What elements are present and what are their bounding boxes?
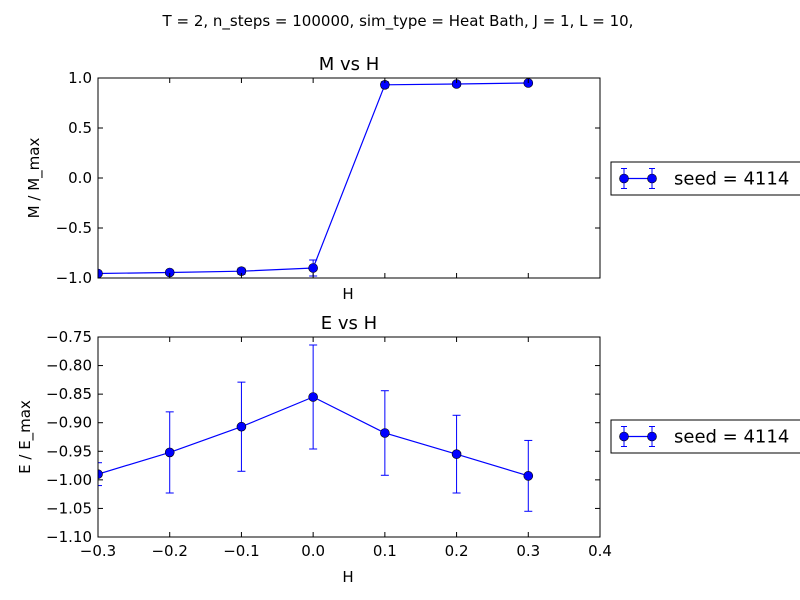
figure-suptitle: T = 2, n_steps = 100000, sim_type = Heat…	[162, 12, 634, 31]
y-tick-label: −0.80	[46, 357, 92, 375]
legend-label: seed = 4114	[674, 427, 789, 448]
x-tick-label: 0.0	[301, 542, 325, 560]
x-tick-label: 0.4	[588, 542, 612, 560]
x-tick-label: −0.3	[80, 542, 116, 560]
y-tick-label: −0.75	[46, 328, 92, 346]
data-point	[98, 469, 103, 479]
x-tick-label: 0.2	[445, 542, 469, 560]
x-tick-label: 0.1	[373, 542, 397, 560]
legend-marker	[619, 431, 629, 442]
legend: seed = 4114	[610, 161, 800, 196]
y-tick-label: −1.00	[46, 471, 92, 489]
y-axis-label: M / M_max	[25, 138, 44, 219]
chart-panels: M vs H−1.0−0.50.00.51.0HM / M_max seed = …	[16, 54, 800, 586]
y-tick-label: 0.5	[68, 119, 92, 137]
legend-marker	[619, 173, 629, 184]
data-point	[98, 268, 103, 278]
y-tick-label: −0.5	[56, 219, 92, 237]
y-axis-label: E / E_max	[16, 400, 35, 474]
chart-2: E vs H −1.10 −1.05 −1.00 −0.95 −0.90 −0.85 −0.8…	[16, 313, 800, 586]
legend-label: seed = 4114	[674, 169, 789, 190]
y-tick-label: 0.0	[68, 169, 92, 187]
chart-1: M vs H −1.0 −0.5 0.0 0.5 1.0 H M / M_max seed = …	[25, 54, 800, 303]
plot-area	[98, 78, 534, 278]
y-tick-label: −1.10	[46, 528, 92, 546]
data-point	[308, 392, 318, 402]
chart-title: E vs H	[321, 313, 377, 334]
data-point	[236, 421, 247, 432]
x-tick-label: 0.3	[516, 542, 540, 560]
legend-marker	[647, 173, 657, 184]
data-point	[380, 428, 390, 438]
y-tick-label: 1.0	[68, 69, 92, 87]
y-tick-label: −1.05	[46, 499, 92, 517]
legend-marker	[647, 431, 657, 442]
x-tick-label: −0.1	[223, 542, 259, 560]
plot-area	[98, 344, 534, 512]
x-tick-label: −0.2	[151, 542, 187, 560]
legend: seed = 4114	[610, 419, 800, 454]
data-point	[164, 447, 175, 458]
plot-frame	[97, 336, 601, 538]
y-tick-label: −0.95	[46, 442, 92, 460]
y-tick-label: −0.90	[46, 414, 92, 432]
x-axis-label: H	[342, 568, 353, 586]
data-point	[308, 263, 318, 273]
data-point	[523, 471, 534, 481]
chart-title: M vs H	[319, 54, 380, 75]
y-tick-label: −0.85	[46, 385, 92, 403]
x-axis-label: H	[342, 285, 353, 303]
y-tick-label: −1.0	[56, 269, 92, 287]
data-point	[451, 449, 462, 459]
